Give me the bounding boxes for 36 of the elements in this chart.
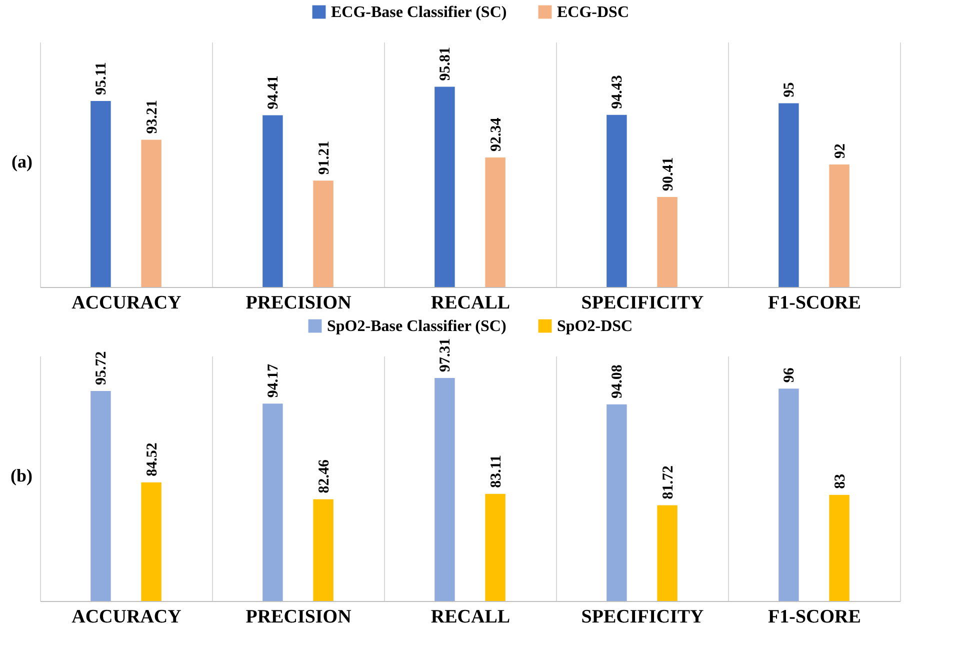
x-tick-label: SPECIFICITY (581, 292, 704, 314)
text: (b) (10, 466, 33, 486)
x-tick-label: F1-SCORE (768, 606, 861, 628)
data-label: 83.11 (488, 454, 504, 488)
data-label: 95.11 (94, 62, 110, 96)
data-label: 93.21 (144, 100, 160, 134)
data-label: 81.72 (660, 466, 676, 500)
x-tick-label: ACCURACY (72, 606, 182, 628)
data-label: 95.81 (438, 46, 454, 81)
legend-label: ECG-Base Classifier (SC) (331, 4, 507, 21)
data-label: 95 (782, 82, 798, 98)
data-label: 90.41 (660, 157, 676, 191)
data-label: 84.52 (144, 442, 160, 476)
data-label: 83 (832, 474, 848, 489)
x-tick-label: RECALL (430, 606, 510, 628)
text: (a) (12, 152, 32, 172)
data-label: 96 (782, 367, 798, 383)
data-label: 94.17 (266, 363, 282, 398)
data-label: 91.21 (316, 140, 332, 175)
data-label: 94.41 (266, 76, 282, 110)
data-label: 94.43 (610, 75, 626, 109)
x-tick-label: SPECIFICITY (581, 606, 704, 628)
data-label: 92.34 (488, 117, 504, 152)
x-tick-label: PRECISION (246, 292, 352, 314)
data-label: 97.31 (438, 338, 454, 372)
x-tick-label: RECALL (430, 292, 510, 314)
data-label: 94.08 (610, 364, 626, 398)
x-tick-label: ACCURACY (72, 292, 182, 314)
x-tick-label: F1-SCORE (768, 292, 861, 314)
legend-label: ECG-DSC (557, 4, 630, 21)
data-label: 92 (832, 144, 848, 158)
data-label: 82.46 (316, 458, 332, 494)
legend-label: SpO2-Base Classifier (SC) (327, 318, 506, 335)
x-tick-label: PRECISION (246, 606, 352, 628)
data-label: 95.72 (94, 351, 110, 385)
legend-label: SpO2-DSC (557, 318, 633, 335)
